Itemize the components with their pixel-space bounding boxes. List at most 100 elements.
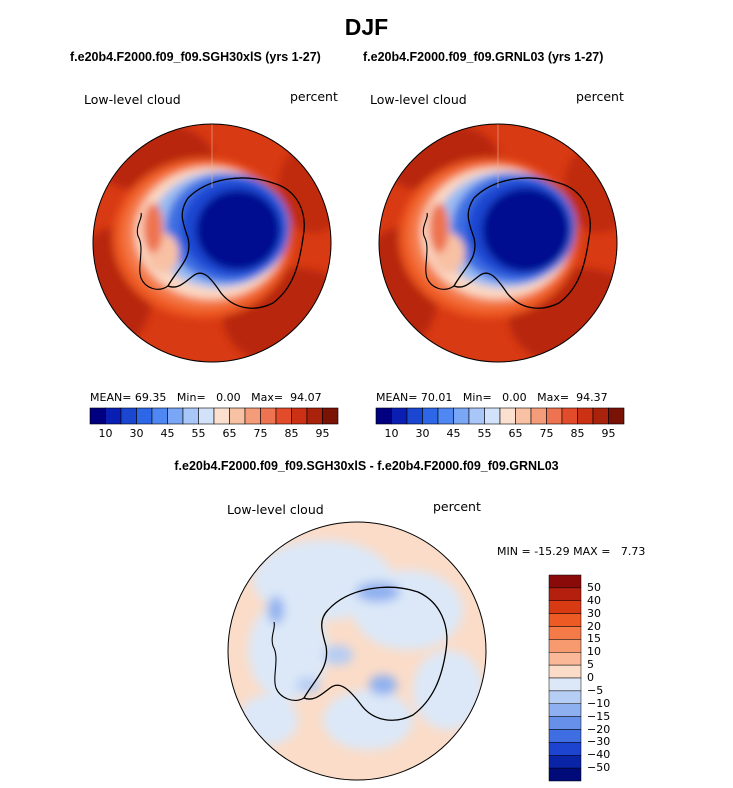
min-value: 0.00 <box>502 391 527 404</box>
colorbar-tick-label: 10 <box>384 427 399 440</box>
colorbar-right <box>375 407 625 425</box>
max-value: 94.07 <box>290 391 322 404</box>
colorbar-tick-label: 95 <box>315 427 330 440</box>
colorbar-swatch <box>120 407 137 425</box>
diff-stats: MIN = -15.29 MAX = 7.73 <box>497 545 645 558</box>
colorbar-left-ticks: 10 30 45 55 65 75 85 95 <box>90 427 338 441</box>
colorbar-label: −30 <box>587 735 611 749</box>
variable-label-diff: Low-level cloud <box>227 502 324 517</box>
colorbar-swatch <box>406 407 423 425</box>
colorbar-left <box>89 407 339 425</box>
colorbar-tick-label: 85 <box>284 427 299 440</box>
colorbar-swatch <box>322 407 339 425</box>
colorbar-swatch <box>548 703 582 717</box>
colorbar-swatch <box>260 407 277 425</box>
colorbar-tick-label: 75 <box>253 427 268 440</box>
colorbar-swatch <box>548 742 582 756</box>
colorbar-label: −10 <box>587 696 611 710</box>
polar-map-right <box>378 123 618 363</box>
colorbar-label: 10 <box>587 645 601 659</box>
colorbar-swatch <box>608 407 625 425</box>
colorbar-swatch <box>548 587 582 601</box>
colorbar-label: 20 <box>587 619 601 633</box>
colorbar-swatch <box>546 407 563 425</box>
diff-title: f.e20b4.F2000.f09_f09.SGH30xlS - f.e20b4… <box>174 459 559 473</box>
colorbar-label: 0 <box>587 671 594 684</box>
colorbar-swatch <box>548 664 582 679</box>
colorbar-tick-label: 65 <box>222 427 237 440</box>
colorbar-tick-label: 95 <box>601 427 616 440</box>
colorbar-swatch <box>548 600 582 614</box>
colorbar-swatch <box>515 407 532 425</box>
max-value: 94.37 <box>576 391 608 404</box>
mean-value: 69.35 <box>134 391 167 404</box>
colorbar-swatch <box>244 407 261 425</box>
diff-min-value: -15.29 <box>534 545 570 558</box>
polar-map-left <box>92 123 332 363</box>
colorbar-tick-label: 45 <box>446 427 461 440</box>
variable-label-right: Low-level cloud <box>370 92 467 107</box>
units-label-diff: percent <box>433 499 481 514</box>
colorbar-swatch <box>167 407 184 425</box>
colorbar-swatch <box>453 407 470 425</box>
colorbar-tick-label: 45 <box>160 427 175 440</box>
season-title: DJF <box>344 14 389 40</box>
colorbar-swatch <box>561 407 578 425</box>
colorbar-label: 30 <box>587 606 601 620</box>
colorbar-swatch <box>468 407 485 425</box>
colorbar-tick-label: 55 <box>477 427 492 440</box>
variable-label-left: Low-level cloud <box>84 92 181 107</box>
colorbar-swatch <box>306 407 323 425</box>
colorbar-swatch <box>136 407 153 425</box>
case-title-left: f.e20b4.F2000.f09_f09.SGH30xlS (yrs 1-27… <box>70 50 321 64</box>
max-label: Max= <box>537 391 570 404</box>
colorbar-swatch <box>105 407 122 425</box>
colorbar-swatch <box>548 767 582 782</box>
min-value: 0.00 <box>216 391 241 404</box>
colorbar-swatch <box>548 729 582 743</box>
colorbar-swatch <box>577 407 594 425</box>
colorbar-swatch <box>548 690 582 704</box>
units-label-left: percent <box>290 89 338 104</box>
diff-max-value: 7.73 <box>620 545 646 558</box>
colorbar-label: −40 <box>587 748 611 762</box>
colorbar-tick-label: 10 <box>98 427 113 440</box>
colorbar-right-ticks: 10 30 45 55 65 75 85 95 <box>376 427 624 441</box>
colorbar-tick-label: 75 <box>539 427 554 440</box>
min-label: Min= <box>462 391 492 404</box>
diff-max-label: MAX = <box>573 545 611 558</box>
colorbar-label: −20 <box>587 722 611 736</box>
colorbar-tick-label: 65 <box>508 427 523 440</box>
colorbar-label: −5 <box>587 683 604 697</box>
diff-min-label: MIN = <box>497 545 531 558</box>
max-label: Max= <box>251 391 284 404</box>
colorbar-swatch <box>548 639 582 653</box>
colorbar-diff <box>548 574 582 782</box>
stats-left: MEAN= 69.35 Min= 0.00 Max= 94.07 <box>90 391 322 404</box>
colorbar-swatch <box>499 407 516 425</box>
mean-value: 70.01 <box>420 391 453 404</box>
colorbar-swatch <box>548 574 582 589</box>
colorbar-swatch <box>182 407 199 425</box>
colorbar-swatch <box>437 407 454 425</box>
colorbar-tick-label: 85 <box>570 427 585 440</box>
colorbar-label: 50 <box>587 580 601 594</box>
colorbar-label: 40 <box>587 593 601 607</box>
colorbar-label: −15 <box>587 709 611 723</box>
colorbar-swatch <box>151 407 168 425</box>
colorbar-swatch <box>548 652 582 666</box>
colorbar-label: 5 <box>587 658 594 672</box>
colorbar-swatch <box>375 407 392 425</box>
colorbar-swatch <box>530 407 547 425</box>
colorbar-swatch <box>548 613 582 627</box>
colorbar-swatch <box>548 677 582 692</box>
colorbar-swatch <box>291 407 308 425</box>
colorbar-swatch <box>89 407 106 425</box>
colorbar-swatch <box>548 626 582 640</box>
colorbar-swatch <box>548 716 582 730</box>
colorbar-swatch <box>213 407 230 425</box>
colorbar-swatch <box>592 407 609 425</box>
colorbar-tick-label: 30 <box>129 427 144 440</box>
case-title-right: f.e20b4.F2000.f09_f09.GRNL03 (yrs 1-27) <box>363 50 604 64</box>
colorbar-swatch <box>422 407 439 425</box>
